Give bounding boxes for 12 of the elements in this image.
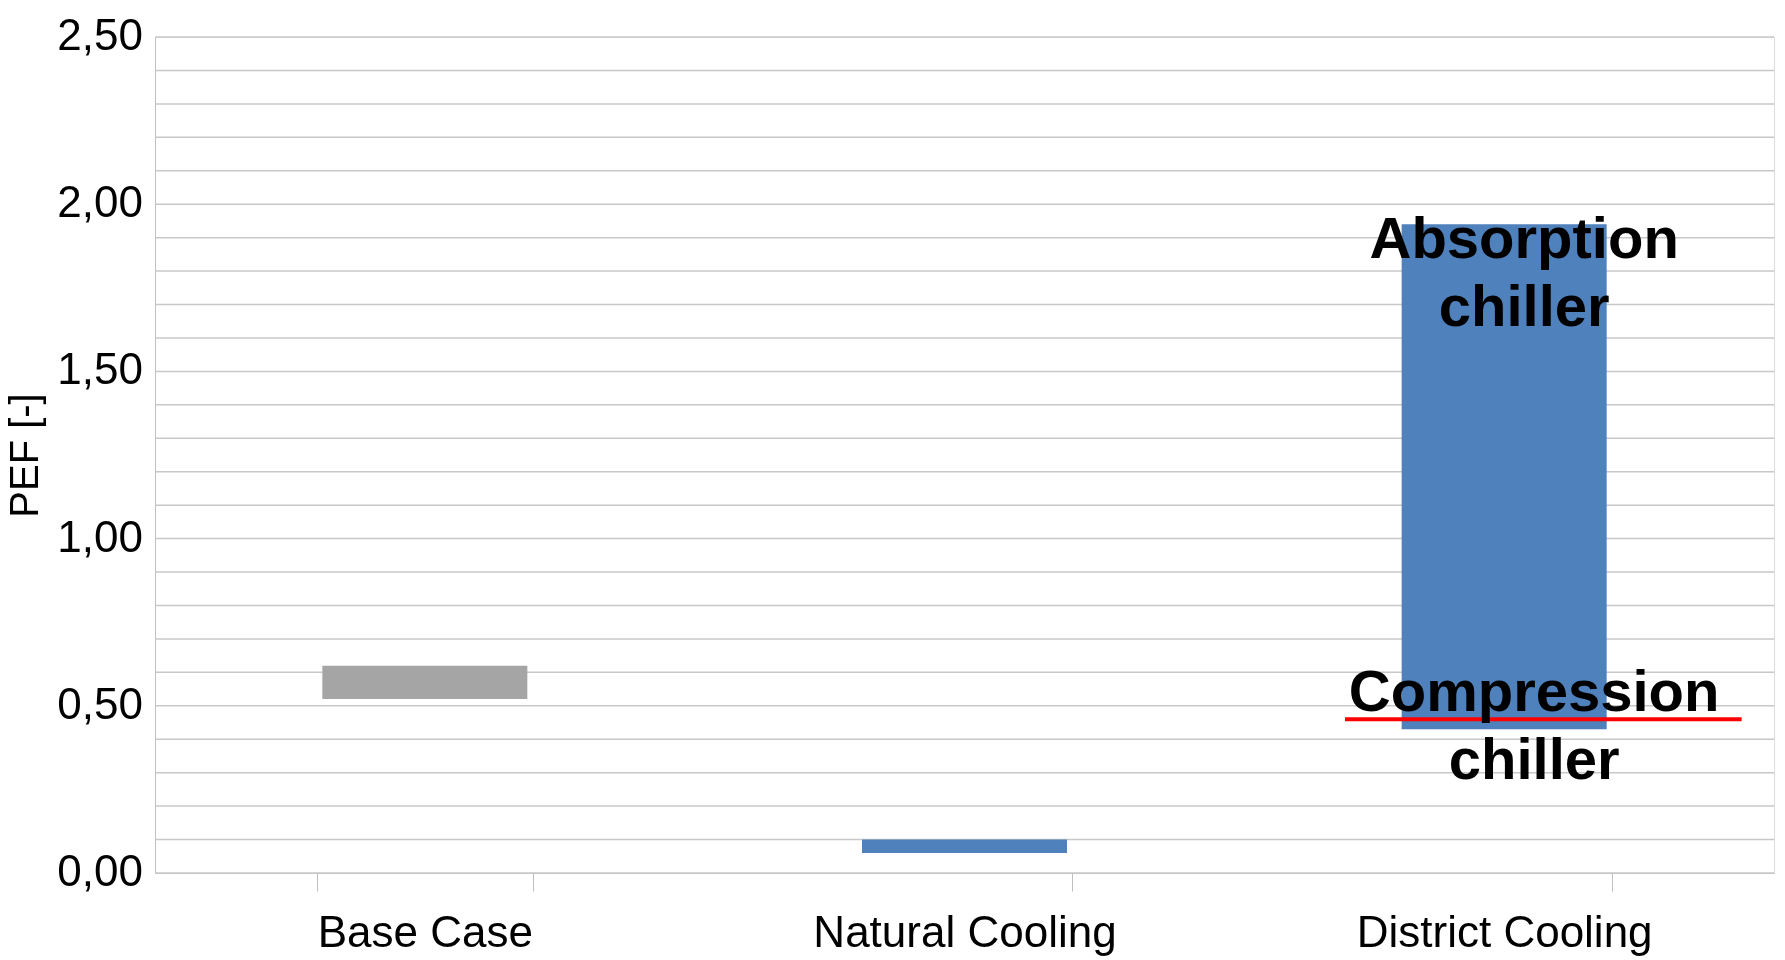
y-tick-label: 0,50 [57,678,143,728]
y-tick-label: 1,00 [57,511,143,561]
bar [322,665,528,700]
y-tick-label: 2,00 [57,177,143,227]
x-tick-label: Base Case [317,906,533,956]
x-tick-label: Natural Cooling [813,906,1117,956]
y-tick-label: 2,50 [57,10,143,59]
bar [862,839,1067,853]
x-tick-label: District Cooling [1356,906,1653,956]
y-axis-title: PEF [-] [1,393,46,518]
y-tick-label: 0,00 [57,846,143,895]
y-tick-label: 1,50 [57,344,143,394]
